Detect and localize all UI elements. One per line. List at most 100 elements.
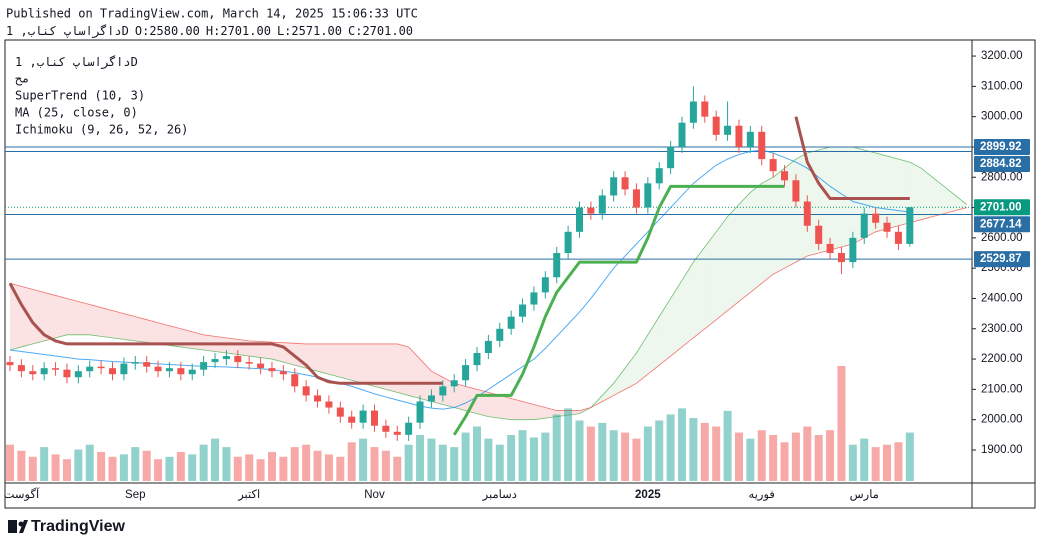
ohlc-colon: : [355,24,362,38]
cloud-fill [44,292,56,341]
candle-body [883,222,891,232]
x-tick-label: فوریه [749,489,775,501]
candle-body [803,201,811,226]
volume-bar [848,444,857,481]
cloud-fill [659,298,671,366]
candle-body [336,407,344,417]
x-tick-label: 2025 [635,489,661,501]
candle-body [359,410,367,423]
volume-bar [336,456,345,481]
volume-bar [165,456,174,481]
candle-body [849,237,857,263]
brand: TradingView [31,518,126,535]
cloud-fill [112,310,124,340]
volume-bar [791,432,800,481]
symbol: داگراساپ کناب [37,55,131,70]
ohlc-name: O [135,24,142,38]
volume-bar [507,435,516,481]
candle-body [644,183,652,208]
candle-body [530,292,538,305]
volume-bar [837,366,846,481]
level-label: 2884.82 [980,158,1022,170]
cloud-fill [613,368,626,396]
volume-bar [131,447,140,481]
candle-body [746,131,754,147]
published: Published on TradingView.com, March 14, … [6,7,418,21]
y-tick-label: 1900.00 [981,444,1023,456]
candle-body [348,416,356,423]
candle-body [894,231,902,244]
candle-body [52,368,60,370]
candle-body [405,422,413,435]
volume-bar [552,414,561,481]
level-label: 2677.14 [980,218,1022,230]
cloud-fill [841,146,853,247]
candle-body [17,365,25,372]
volume-bar [814,435,823,481]
sep: , [13,24,27,38]
volume-bar [894,442,903,481]
ohlc-colon: : [142,24,149,38]
cloud-fill [101,307,113,338]
candle-body [621,177,629,190]
volume-bar [74,449,83,481]
volume-bar [655,420,664,481]
cloud-fill [682,262,694,347]
x-tick-label: آگوست [4,486,40,501]
candle-body [109,368,117,375]
ohlc-name: C [348,24,355,38]
volume-bar [598,422,607,481]
volume-bar [347,442,356,481]
candle-body [120,363,128,375]
volume-bar [712,426,721,481]
candle-body [769,159,777,172]
candle-body [781,171,789,181]
cloud-fill [488,392,500,419]
legend-symbol: داگراساپ کناب, 1D [15,55,138,70]
candle-body [826,243,834,254]
volume-bar [518,430,527,481]
ohlc-name: L [277,24,284,38]
candle-body [610,177,618,196]
cloud-fill [932,177,944,217]
candle-body [74,371,82,378]
cloud-fill [55,295,67,338]
candle-body [143,362,151,367]
volume-bar [734,432,743,481]
span-b-line [9,207,967,411]
ohlc-value: 2571.00 [291,24,342,38]
cloud-fill [192,331,204,350]
y-tick-label: 3200.00 [981,50,1023,62]
cloud-fill [158,322,170,346]
level-label-bg [974,216,1030,233]
candle-body [872,213,880,223]
cloud-fill [89,304,102,337]
volume-bar [176,451,185,481]
cloud-fill [397,343,409,396]
sep: , [22,55,36,69]
volume-bar [723,410,732,481]
volume-bar [678,408,687,481]
volume-bar [803,426,812,481]
volume-bar [404,444,413,481]
cloud-fill [146,319,159,344]
volume-bar [769,435,778,481]
volume-bar [427,438,436,481]
volume-bar [313,450,322,481]
volume-bar [416,435,425,481]
candle-body [245,362,253,364]
volume-bar [222,447,231,481]
ohlc-name: H [206,24,213,38]
cloud-fill [670,280,683,357]
cloud-fill [647,316,660,375]
volume-bar [883,444,892,481]
volume-bar [381,450,390,481]
candle-body [222,356,230,360]
level-label-bg [974,251,1030,268]
volume-bar [40,447,49,481]
volume-bar [233,456,242,481]
candle-body [234,356,242,363]
candle-body [268,368,276,372]
level-label: 2899.92 [980,141,1022,153]
symbol-header: داگراساپ کناب, 1D O:2580.00 H:2701.00 L:257… [6,24,413,39]
